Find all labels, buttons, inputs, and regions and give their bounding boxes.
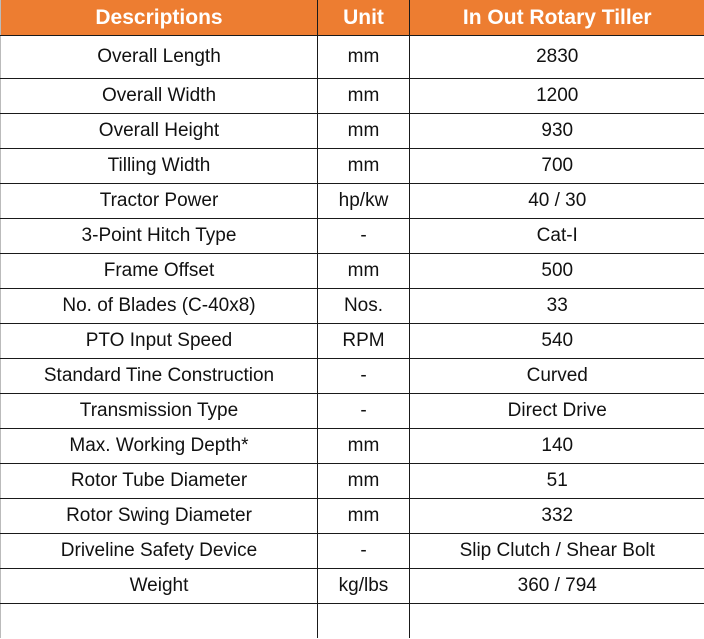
unit-cell: mm <box>317 428 410 464</box>
table-row: Overall Width mm 1200 <box>0 78 704 114</box>
description-cell: No. of Blades (C-40x8) <box>0 288 318 324</box>
description-cell: Rotor Tube Diameter <box>0 463 318 499</box>
header-descriptions: Descriptions <box>0 0 318 36</box>
description-cell: Standard Tine Construction <box>0 358 318 394</box>
value-cell: Cat-I <box>409 218 704 254</box>
description-cell: PTO Input Speed <box>0 323 318 359</box>
description-cell: Frame Offset <box>0 253 318 289</box>
unit-cell: - <box>317 358 410 394</box>
table-row: Overall Length mm 2830 <box>0 35 704 79</box>
table-row: Frame Offset mm 500 <box>0 253 704 289</box>
description-cell: Overall Height <box>0 113 318 149</box>
table-row: No. of Blades (C-40x8) Nos. 33 <box>0 288 704 324</box>
description-cell: Rotor Swing Diameter <box>0 498 318 534</box>
value-cell: 360 / 794 <box>409 568 704 604</box>
value-cell: 1200 <box>409 78 704 114</box>
value-cell: 930 <box>409 113 704 149</box>
value-cell: 2830 <box>409 35 704 79</box>
empty-cell <box>317 603 410 638</box>
value-cell: Direct Drive <box>409 393 704 429</box>
unit-cell: - <box>317 533 410 569</box>
unit-cell: - <box>317 393 410 429</box>
table-row: Driveline Safety Device - Slip Clutch / Sh… <box>0 533 704 569</box>
value-cell: 140 <box>409 428 704 464</box>
unit-cell: mm <box>317 498 410 534</box>
description-cell: 3-Point Hitch Type <box>0 218 318 254</box>
table-row: Overall Height mm 930 <box>0 113 704 149</box>
unit-cell: mm <box>317 35 410 79</box>
unit-cell: mm <box>317 148 410 184</box>
value-cell: Slip Clutch / Shear Bolt <box>409 533 704 569</box>
table-row: Rotor Tube Diameter mm 51 <box>0 463 704 499</box>
description-cell: Tractor Power <box>0 183 318 219</box>
unit-cell: mm <box>317 463 410 499</box>
value-cell: 332 <box>409 498 704 534</box>
value-cell: 51 <box>409 463 704 499</box>
value-cell: 700 <box>409 148 704 184</box>
table-row: Rotor Swing Diameter mm 332 <box>0 498 704 534</box>
description-cell: Tilling Width <box>0 148 318 184</box>
table-row: 3-Point Hitch Type - Cat-I <box>0 218 704 254</box>
description-cell: Max. Working Depth* <box>0 428 318 464</box>
empty-cell <box>0 603 318 638</box>
unit-cell: kg/lbs <box>317 568 410 604</box>
table-row: Tractor Power hp/kw 40 / 30 <box>0 183 704 219</box>
unit-cell: RPM <box>317 323 410 359</box>
empty-cell <box>409 603 704 638</box>
table-row: Standard Tine Construction - Curved <box>0 358 704 394</box>
description-cell: Weight <box>0 568 318 604</box>
value-cell: 40 / 30 <box>409 183 704 219</box>
unit-cell: mm <box>317 78 410 114</box>
table-row: Weight kg/lbs 360 / 794 <box>0 568 704 604</box>
description-cell: Overall Length <box>0 35 318 79</box>
empty-row <box>0 603 704 638</box>
unit-cell: Nos. <box>317 288 410 324</box>
header-unit: Unit <box>317 0 410 36</box>
unit-cell: mm <box>317 113 410 149</box>
value-cell: 33 <box>409 288 704 324</box>
header-product: In Out Rotary Tiller <box>409 0 704 36</box>
unit-cell: hp/kw <box>317 183 410 219</box>
description-cell: Driveline Safety Device <box>0 533 318 569</box>
table-row: Transmission Type - Direct Drive <box>0 393 704 429</box>
value-cell: Curved <box>409 358 704 394</box>
table-row: Tilling Width mm 700 <box>0 148 704 184</box>
header-row: Descriptions Unit In Out Rotary Tiller <box>0 0 704 36</box>
value-cell: 500 <box>409 253 704 289</box>
description-cell: Overall Width <box>0 78 318 114</box>
unit-cell: - <box>317 218 410 254</box>
unit-cell: mm <box>317 253 410 289</box>
table-row: PTO Input Speed RPM 540 <box>0 323 704 359</box>
table-row: Max. Working Depth* mm 140 <box>0 428 704 464</box>
description-cell: Transmission Type <box>0 393 318 429</box>
value-cell: 540 <box>409 323 704 359</box>
